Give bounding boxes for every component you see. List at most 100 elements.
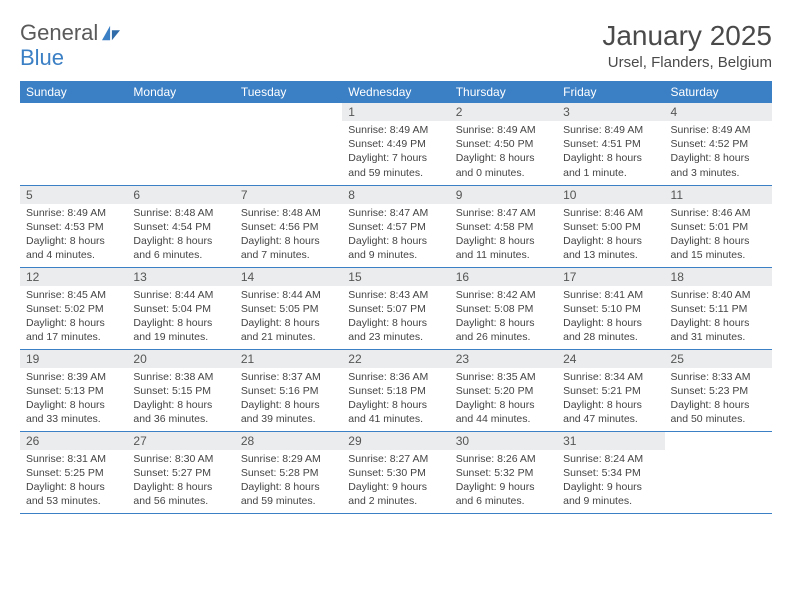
day-number: 3 [557,103,664,121]
calendar-day-cell: 26Sunrise: 8:31 AMSunset: 5:25 PMDayligh… [20,431,127,513]
day-details: Sunrise: 8:38 AMSunset: 5:15 PMDaylight:… [127,368,234,431]
calendar-day-cell: 29Sunrise: 8:27 AMSunset: 5:30 PMDayligh… [342,431,449,513]
calendar-day-cell: 24Sunrise: 8:34 AMSunset: 5:21 PMDayligh… [557,349,664,431]
calendar-day-cell: 7Sunrise: 8:48 AMSunset: 4:56 PMDaylight… [235,185,342,267]
day-details: Sunrise: 8:48 AMSunset: 4:56 PMDaylight:… [235,204,342,267]
weekday-header: Wednesday [342,81,449,103]
day-details: Sunrise: 8:37 AMSunset: 5:16 PMDaylight:… [235,368,342,431]
day-number: 30 [450,432,557,450]
logo-text-1: General [20,20,98,46]
day-number: 24 [557,350,664,368]
day-number: 22 [342,350,449,368]
day-number: 7 [235,186,342,204]
weekday-header: Sunday [20,81,127,103]
calendar-day-cell: 19Sunrise: 8:39 AMSunset: 5:13 PMDayligh… [20,349,127,431]
weekday-header: Saturday [665,81,772,103]
weekday-header: Monday [127,81,234,103]
calendar-day-cell: 21Sunrise: 8:37 AMSunset: 5:16 PMDayligh… [235,349,342,431]
day-details: Sunrise: 8:44 AMSunset: 5:05 PMDaylight:… [235,286,342,349]
day-number: 6 [127,186,234,204]
day-number: 9 [450,186,557,204]
day-number: 29 [342,432,449,450]
day-details: Sunrise: 8:30 AMSunset: 5:27 PMDaylight:… [127,450,234,513]
calendar-day-cell: 27Sunrise: 8:30 AMSunset: 5:27 PMDayligh… [127,431,234,513]
calendar-week-row: 5Sunrise: 8:49 AMSunset: 4:53 PMDaylight… [20,185,772,267]
day-details: Sunrise: 8:26 AMSunset: 5:32 PMDaylight:… [450,450,557,513]
calendar-day-cell: 8Sunrise: 8:47 AMSunset: 4:57 PMDaylight… [342,185,449,267]
calendar-day-cell: 4Sunrise: 8:49 AMSunset: 4:52 PMDaylight… [665,103,772,185]
day-number: 17 [557,268,664,286]
calendar-day-cell: 1Sunrise: 8:49 AMSunset: 4:49 PMDaylight… [342,103,449,185]
calendar-day-cell: 22Sunrise: 8:36 AMSunset: 5:18 PMDayligh… [342,349,449,431]
day-number: 25 [665,350,772,368]
day-details: Sunrise: 8:24 AMSunset: 5:34 PMDaylight:… [557,450,664,513]
day-details: Sunrise: 8:27 AMSunset: 5:30 PMDaylight:… [342,450,449,513]
day-number: 15 [342,268,449,286]
day-details: Sunrise: 8:47 AMSunset: 4:57 PMDaylight:… [342,204,449,267]
weekday-header: Tuesday [235,81,342,103]
calendar-day-cell: 25Sunrise: 8:33 AMSunset: 5:23 PMDayligh… [665,349,772,431]
day-number: 23 [450,350,557,368]
calendar-day-cell [127,103,234,185]
calendar-day-cell: 9Sunrise: 8:47 AMSunset: 4:58 PMDaylight… [450,185,557,267]
day-number: 20 [127,350,234,368]
calendar-day-cell: 6Sunrise: 8:48 AMSunset: 4:54 PMDaylight… [127,185,234,267]
day-number: 16 [450,268,557,286]
calendar-day-cell: 11Sunrise: 8:46 AMSunset: 5:01 PMDayligh… [665,185,772,267]
day-number: 28 [235,432,342,450]
day-number: 21 [235,350,342,368]
day-number: 4 [665,103,772,121]
calendar-day-cell: 5Sunrise: 8:49 AMSunset: 4:53 PMDaylight… [20,185,127,267]
calendar-week-row: 12Sunrise: 8:45 AMSunset: 5:02 PMDayligh… [20,267,772,349]
day-number: 13 [127,268,234,286]
calendar-day-cell [20,103,127,185]
day-details: Sunrise: 8:40 AMSunset: 5:11 PMDaylight:… [665,286,772,349]
day-number: 12 [20,268,127,286]
calendar-day-cell: 30Sunrise: 8:26 AMSunset: 5:32 PMDayligh… [450,431,557,513]
day-details: Sunrise: 8:43 AMSunset: 5:07 PMDaylight:… [342,286,449,349]
day-details: Sunrise: 8:46 AMSunset: 5:00 PMDaylight:… [557,204,664,267]
day-number: 26 [20,432,127,450]
weekday-header: Thursday [450,81,557,103]
day-number: 8 [342,186,449,204]
calendar-day-cell [235,103,342,185]
calendar-table: SundayMondayTuesdayWednesdayThursdayFrid… [20,81,772,514]
day-number: 19 [20,350,127,368]
weekday-header-row: SundayMondayTuesdayWednesdayThursdayFrid… [20,81,772,103]
day-details: Sunrise: 8:49 AMSunset: 4:52 PMDaylight:… [665,121,772,184]
calendar-day-cell: 18Sunrise: 8:40 AMSunset: 5:11 PMDayligh… [665,267,772,349]
day-number: 11 [665,186,772,204]
weekday-header: Friday [557,81,664,103]
day-details: Sunrise: 8:48 AMSunset: 4:54 PMDaylight:… [127,204,234,267]
day-details: Sunrise: 8:49 AMSunset: 4:53 PMDaylight:… [20,204,127,267]
day-number: 10 [557,186,664,204]
calendar-day-cell: 13Sunrise: 8:44 AMSunset: 5:04 PMDayligh… [127,267,234,349]
day-number: 14 [235,268,342,286]
calendar-day-cell: 2Sunrise: 8:49 AMSunset: 4:50 PMDaylight… [450,103,557,185]
calendar-body: 1Sunrise: 8:49 AMSunset: 4:49 PMDaylight… [20,103,772,513]
calendar-day-cell: 20Sunrise: 8:38 AMSunset: 5:15 PMDayligh… [127,349,234,431]
day-details: Sunrise: 8:39 AMSunset: 5:13 PMDaylight:… [20,368,127,431]
day-number: 31 [557,432,664,450]
day-details: Sunrise: 8:47 AMSunset: 4:58 PMDaylight:… [450,204,557,267]
calendar-day-cell [665,431,772,513]
day-details: Sunrise: 8:45 AMSunset: 5:02 PMDaylight:… [20,286,127,349]
calendar-day-cell: 16Sunrise: 8:42 AMSunset: 5:08 PMDayligh… [450,267,557,349]
day-details: Sunrise: 8:35 AMSunset: 5:20 PMDaylight:… [450,368,557,431]
day-details: Sunrise: 8:49 AMSunset: 4:50 PMDaylight:… [450,121,557,184]
day-number: 27 [127,432,234,450]
day-details: Sunrise: 8:44 AMSunset: 5:04 PMDaylight:… [127,286,234,349]
calendar-day-cell: 3Sunrise: 8:49 AMSunset: 4:51 PMDaylight… [557,103,664,185]
day-details: Sunrise: 8:34 AMSunset: 5:21 PMDaylight:… [557,368,664,431]
calendar-week-row: 1Sunrise: 8:49 AMSunset: 4:49 PMDaylight… [20,103,772,185]
calendar-day-cell: 31Sunrise: 8:24 AMSunset: 5:34 PMDayligh… [557,431,664,513]
day-details: Sunrise: 8:36 AMSunset: 5:18 PMDaylight:… [342,368,449,431]
calendar-week-row: 26Sunrise: 8:31 AMSunset: 5:25 PMDayligh… [20,431,772,513]
day-details: Sunrise: 8:49 AMSunset: 4:49 PMDaylight:… [342,121,449,184]
calendar-day-cell: 17Sunrise: 8:41 AMSunset: 5:10 PMDayligh… [557,267,664,349]
day-number: 5 [20,186,127,204]
calendar-week-row: 19Sunrise: 8:39 AMSunset: 5:13 PMDayligh… [20,349,772,431]
day-details: Sunrise: 8:31 AMSunset: 5:25 PMDaylight:… [20,450,127,513]
day-number: 2 [450,103,557,121]
day-details: Sunrise: 8:46 AMSunset: 5:01 PMDaylight:… [665,204,772,267]
